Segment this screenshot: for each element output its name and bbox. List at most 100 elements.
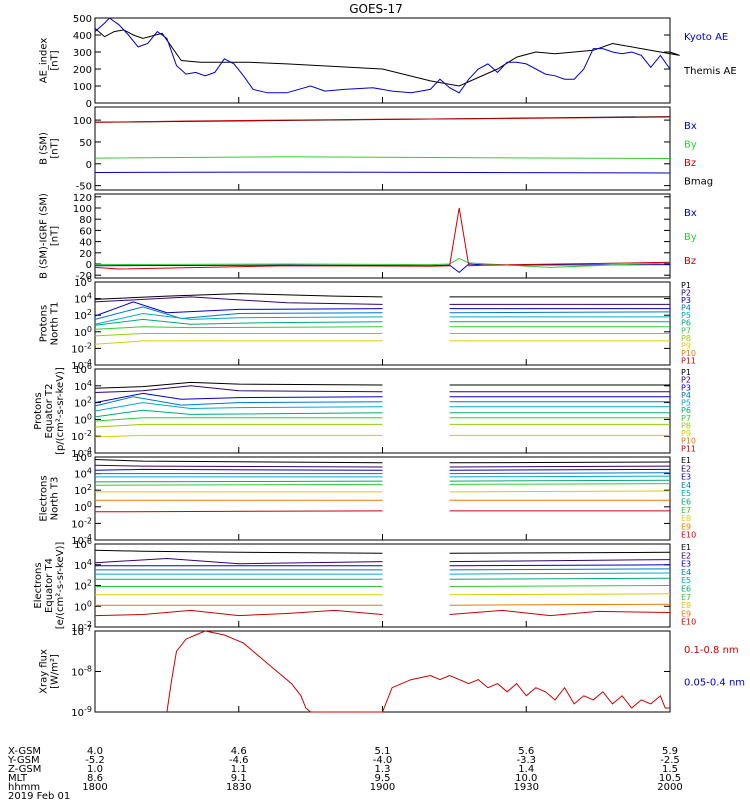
series-ae-themis-ae [94,27,680,87]
series-ee-e2 [449,559,671,563]
legend-entry: P4 [681,391,691,400]
legend-entry: E4 [681,568,691,577]
y-tick-label: 104 [74,379,92,393]
data-gap [383,458,449,539]
y-axis-label: B (SM) [39,132,50,165]
legend-entry: Bmag [684,176,713,187]
data-gap [383,283,449,364]
series-pe-p8 [94,423,383,428]
legend-entry: Bz [684,256,696,267]
y-tick-label: 0 [86,99,92,110]
panel-xray: 10-7 10-8 10-9 Xray flux [W/m²] 0.1-0.8 nm 0.0… [39,624,746,719]
series-en-e6 [449,479,671,482]
series-pn-p2 [94,296,383,305]
y-tick-label: 106 [74,537,92,551]
series-pn-p8 [94,333,383,337]
y-axis-label: [W/m²] [50,654,61,689]
footer-value: 1.4 [518,764,534,775]
series-pe-p2 [94,385,383,393]
y-tick-label: 10-2 [71,341,92,355]
series-ee-e6 [449,577,671,580]
y-tick-label: 102 [74,483,92,497]
series-en-e7 [94,483,383,486]
y-tick-label: 200 [73,65,92,76]
y-tick-label: 102 [74,308,92,322]
series-en-e2 [449,465,671,468]
series-en-e3 [94,468,383,471]
legend-entry: P10 [681,437,696,446]
footer-row-label: Y-GSM [7,755,40,766]
y-axis-label: Protons [39,305,50,342]
legend-entry: E3 [681,560,691,569]
y-tick-label: 40 [79,238,92,249]
series-pn-p4 [449,311,671,314]
footer-value: 1.1 [231,764,247,775]
y-axis-label: Electrons [33,562,44,608]
footer-value: 10.5 [659,773,681,784]
legend-entry: Bx [684,208,697,219]
series-pe-p5 [94,402,383,412]
legend-entry: Themis AE [683,66,737,77]
footer-value: 8.6 [87,773,103,784]
footer-value: -4.0 [373,755,393,766]
series-bigrf-by [94,257,671,268]
y-tick-label: 10-4 [71,533,92,547]
footer-value: 1930 [514,782,539,793]
footer-value: 2000 [657,782,682,793]
y-tick-label: 100 [73,82,92,93]
series-en-e3 [449,468,671,471]
legend-entry: E8 [681,514,691,523]
series-pn-p3 [94,301,383,317]
series-en-e4 [449,472,671,475]
footer-value: 5.6 [518,746,534,757]
legend-entry: P5 [681,311,691,320]
series-ee-e4 [449,568,671,571]
footer-value: 10.0 [515,773,537,784]
y-tick-label: 60 [79,226,92,237]
footer-value: -3.3 [516,755,536,766]
y-tick-label: 104 [74,467,92,481]
legend-entry: P1 [681,368,691,377]
y-axis-label: Equator T4 [44,558,55,613]
legend-entry: P11 [681,356,696,365]
y-tick-label: -50 [76,182,92,193]
legend-entry: E3 [681,473,691,482]
y-tick-label: 10-9 [71,705,92,719]
legend-entry: P5 [681,399,691,408]
series-en-e10 [94,510,383,513]
footer-value: -4.6 [229,755,249,766]
series-ee-e2 [94,557,383,565]
legend-entry: By [684,232,697,243]
y-tick-label: 10-8 [71,665,92,679]
series-ae-kyoto-ae [94,17,671,94]
series-ee-e9 [449,603,671,606]
series-bsm-by [94,156,671,159]
series-ee-e3 [449,564,671,567]
series-ee-e5 [449,572,671,575]
panel-pe: 106 104 102 100 10-2 10-4 Protons Equator T2 [p/… [33,362,696,460]
series-bsm-bx [94,171,671,174]
y-tick-label: 106 [74,275,92,289]
legend-entry: E7 [681,593,691,602]
legend-entry: E10 [681,531,696,540]
y-axis-label: AE_index [39,38,50,84]
y-tick-label: 102 [74,579,92,593]
series-en-e7 [449,483,671,485]
footer-value: 1830 [226,782,251,793]
orbit-footer: X-GSM 4.0 4.6 5.1 5.6 5.9 Y-GSM -5.2 -4.6 -4.0 -3.… [7,746,683,800]
y-tick-label: 100 [74,412,92,426]
legend-entry: By [684,139,697,150]
y-axis-label: Equator T2 [44,384,55,439]
legend-entry: P6 [681,406,691,415]
y-axis-label: [nT] [50,226,61,246]
y-tick-label: 80 [79,215,92,226]
series-ee-e1 [449,551,671,554]
plot-title: GOES-17 [349,2,403,16]
series-pe-p9 [94,434,383,438]
y-tick-label: 10-7 [71,624,92,638]
legend-entry: E2 [681,551,691,560]
y-tick-label: 100 [74,325,92,339]
